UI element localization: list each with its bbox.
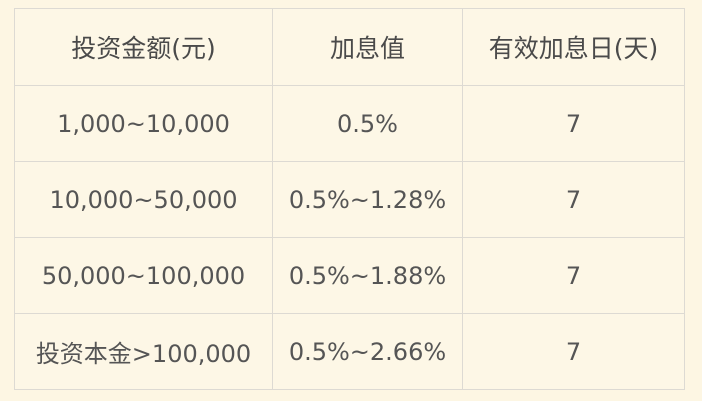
interest-bonus-table: 投资金额(元) 加息值 有效加息日(天) 1,000~10,000 0.5% 7… bbox=[14, 8, 685, 390]
table-header-row: 投资金额(元) 加息值 有效加息日(天) bbox=[14, 8, 685, 86]
table-row: 投资本金>100,000 0.5%~2.66% 7 bbox=[14, 313, 685, 390]
header-effective-days: 有效加息日(天) bbox=[462, 8, 685, 86]
cell-days: 7 bbox=[462, 85, 685, 162]
cell-rate: 0.5%~2.66% bbox=[272, 313, 463, 390]
interest-table-container: 投资金额(元) 加息值 有效加息日(天) 1,000~10,000 0.5% 7… bbox=[14, 8, 685, 390]
cell-amount: 10,000~50,000 bbox=[14, 161, 273, 238]
cell-amount: 50,000~100,000 bbox=[14, 237, 273, 314]
cell-days: 7 bbox=[462, 313, 685, 390]
cell-rate: 0.5%~1.28% bbox=[272, 161, 463, 238]
cell-amount: 1,000~10,000 bbox=[14, 85, 273, 162]
cell-days: 7 bbox=[462, 237, 685, 314]
table-row: 1,000~10,000 0.5% 7 bbox=[14, 85, 685, 162]
header-investment-amount: 投资金额(元) bbox=[14, 8, 273, 86]
cell-amount: 投资本金>100,000 bbox=[14, 313, 273, 390]
table-row: 10,000~50,000 0.5%~1.28% 7 bbox=[14, 161, 685, 238]
header-bonus-rate: 加息值 bbox=[272, 8, 463, 86]
cell-rate: 0.5%~1.88% bbox=[272, 237, 463, 314]
table-row: 50,000~100,000 0.5%~1.88% 7 bbox=[14, 237, 685, 314]
cell-days: 7 bbox=[462, 161, 685, 238]
cell-rate: 0.5% bbox=[272, 85, 463, 162]
